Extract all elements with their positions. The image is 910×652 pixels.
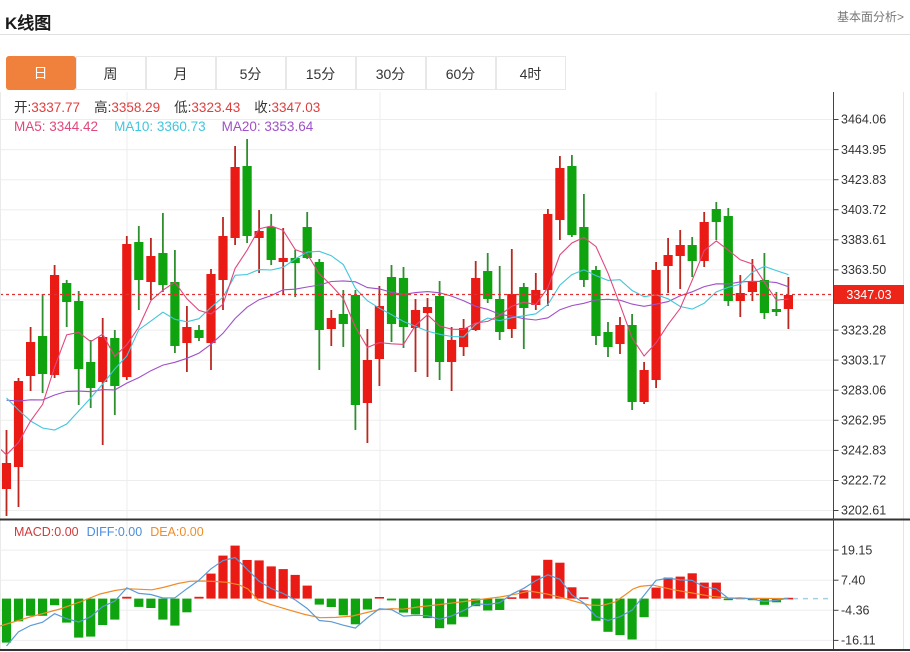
svg-text:3363.50: 3363.50 [841, 263, 886, 277]
svg-text:3347.03: 3347.03 [846, 288, 891, 302]
svg-text:3222.72: 3222.72 [841, 474, 886, 488]
svg-text:3423.83: 3423.83 [841, 173, 886, 187]
svg-text:3303.17: 3303.17 [841, 353, 886, 367]
svg-text:3443.95: 3443.95 [841, 143, 886, 157]
svg-text:开:3337.77高:3358.29低:3323.43收:3: 开:3337.77 高:3358.29 低:3323.43 收:3347.03 [14, 99, 320, 115]
svg-text:3242.83: 3242.83 [841, 444, 886, 458]
svg-text:3323.28: 3323.28 [841, 323, 886, 337]
svg-text:3262.95: 3262.95 [841, 414, 886, 428]
svg-text:3464.06: 3464.06 [841, 113, 886, 127]
svg-text:-4.36: -4.36 [841, 604, 870, 618]
svg-text:19.15: 19.15 [841, 543, 872, 557]
svg-text:7.40: 7.40 [841, 573, 865, 587]
svg-text:-16.11: -16.11 [841, 634, 876, 648]
svg-text:3283.06: 3283.06 [841, 383, 886, 397]
svg-text:3202.61: 3202.61 [841, 504, 886, 518]
svg-text:3383.61: 3383.61 [841, 233, 886, 247]
svg-text:3403.72: 3403.72 [841, 203, 886, 217]
